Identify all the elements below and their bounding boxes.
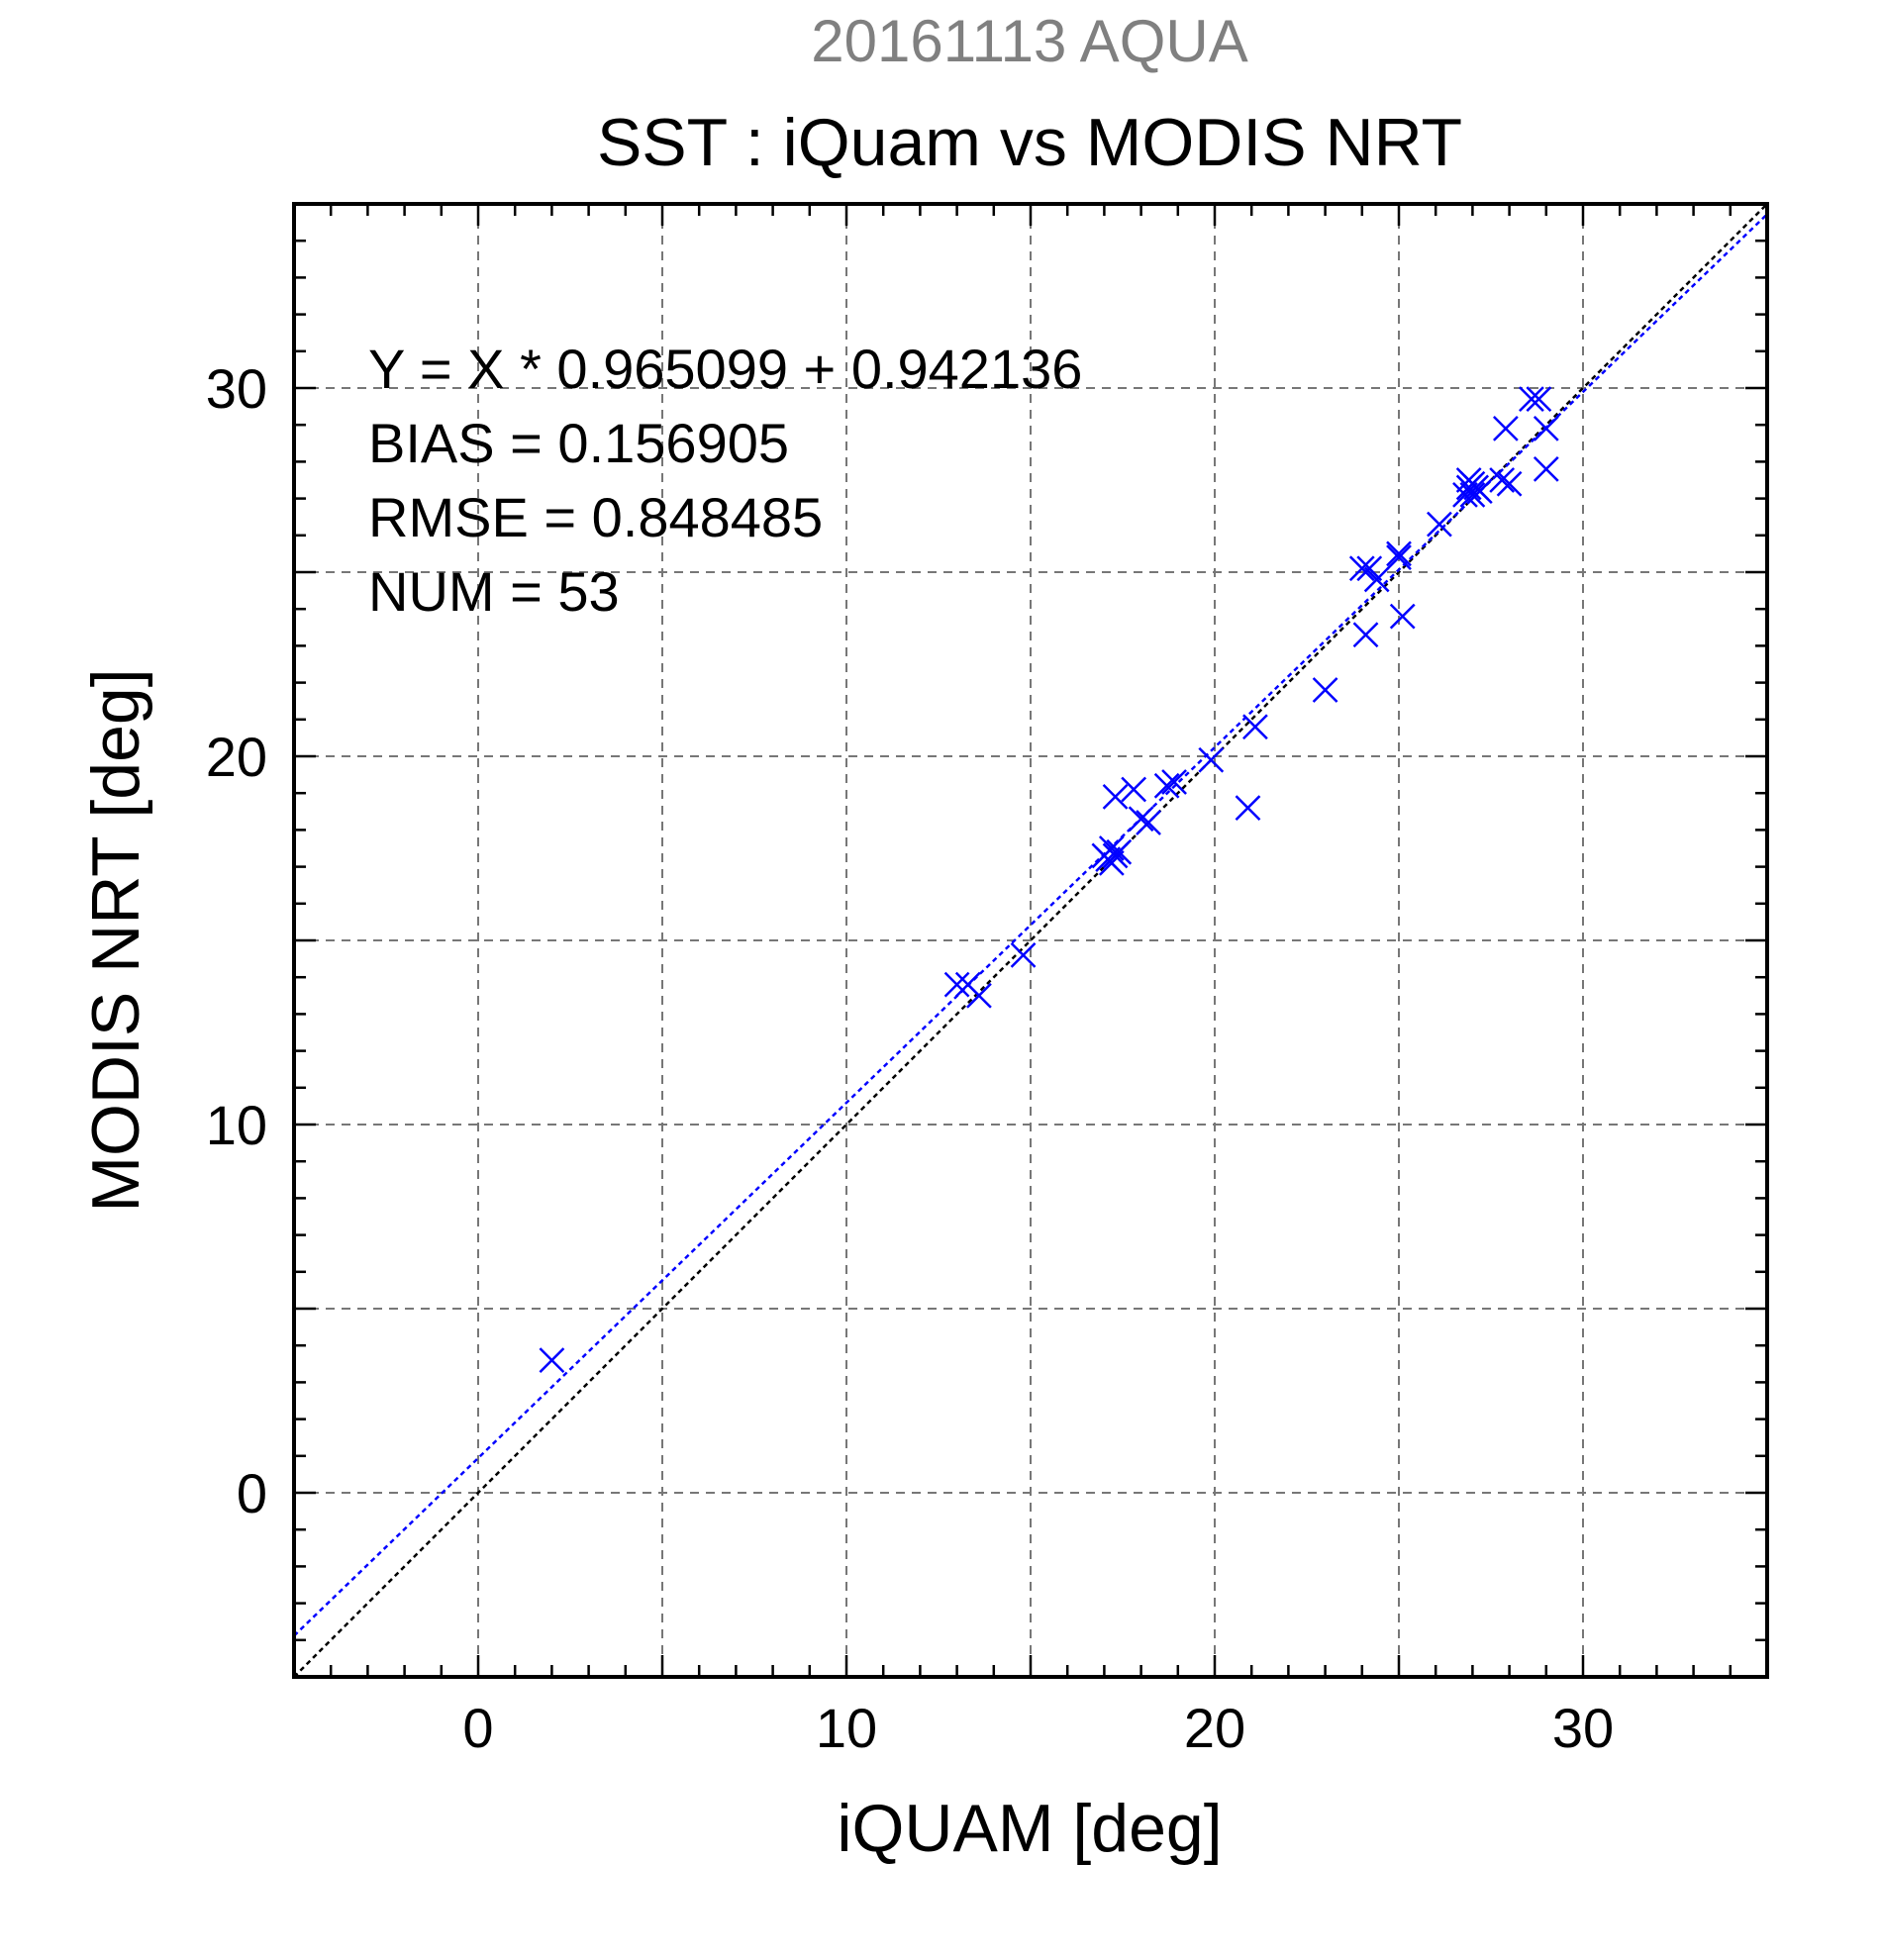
data-point [1161, 769, 1187, 795]
grid-lines [294, 204, 1767, 1677]
data-point-stroke [1312, 677, 1338, 703]
data-point-stroke [1533, 455, 1559, 482]
data-point-stroke [1098, 835, 1125, 861]
data-point-stroke [1235, 795, 1261, 821]
data-points [539, 386, 1559, 1373]
data-point [1121, 776, 1147, 803]
data-point [1386, 540, 1412, 567]
data-point [1198, 746, 1225, 773]
data-point [1489, 467, 1516, 493]
data-point-stroke [1496, 470, 1523, 497]
data-point-stroke [1153, 772, 1180, 799]
data-point [539, 1347, 565, 1373]
data-point [1352, 622, 1379, 648]
stats-line: BIAS = 0.156905 [368, 412, 789, 474]
data-point [1427, 511, 1452, 538]
data-point [1235, 795, 1261, 821]
data-point [1098, 835, 1125, 861]
data-point [1153, 772, 1180, 799]
data-point-stroke [1386, 544, 1412, 571]
data-point [1356, 555, 1383, 582]
x-tick-labels: 0 10 20 30 [462, 1697, 1614, 1759]
stats-line: NUM = 53 [368, 560, 620, 623]
data-point-stroke [1459, 481, 1486, 508]
data-point [1496, 470, 1523, 497]
data-point [1348, 555, 1375, 582]
stats-line: RMSE = 0.848485 [368, 486, 823, 548]
data-point-stroke [1128, 806, 1154, 833]
chart-title: SST : iQuam vs MODIS NRT [597, 105, 1462, 180]
data-point [1533, 455, 1559, 482]
data-point-stroke [966, 982, 992, 1009]
data-point-stroke [1352, 622, 1379, 648]
stats-line: Y = X * 0.965099 + 0.942136 [368, 338, 1082, 400]
y-axis-label: MODIS NRT [deg] [78, 668, 153, 1212]
date-label: 20161113 AQUA [811, 8, 1247, 74]
data-point-stroke [1102, 784, 1129, 810]
data-point [1136, 810, 1161, 835]
data-point-stroke [1386, 540, 1412, 567]
plot-frame [292, 202, 1769, 1679]
data-point [1106, 838, 1133, 865]
x-tick-label: 0 [462, 1697, 493, 1759]
data-point-stroke [1106, 838, 1133, 865]
data-point-stroke [1526, 386, 1552, 413]
data-point-stroke [539, 1347, 565, 1373]
data-point [1102, 784, 1129, 810]
y-tick-labels: 0 10 20 30 [206, 357, 267, 1524]
regression-fit-line [294, 213, 1767, 1637]
y-tick-label: 10 [206, 1094, 267, 1156]
data-point-stroke [1389, 603, 1416, 630]
data-point [966, 982, 992, 1009]
data-point [1526, 386, 1552, 413]
data-point-stroke [1519, 386, 1544, 413]
data-point-stroke [1198, 746, 1225, 773]
data-point-stroke [1363, 566, 1390, 593]
y-tick-label: 30 [206, 357, 267, 420]
data-point [1128, 806, 1154, 833]
data-point-stroke [1356, 555, 1383, 582]
x-tick-label: 20 [1184, 1697, 1245, 1759]
x-tick-label: 10 [816, 1697, 877, 1759]
data-point [1533, 416, 1559, 441]
data-point-stroke [1492, 416, 1519, 441]
stats-box: Y = X * 0.965099 + 0.942136 BIAS = 0.156… [368, 338, 1082, 623]
data-point [1452, 481, 1478, 508]
data-point-stroke [1427, 511, 1452, 538]
data-point [1312, 677, 1338, 703]
data-point-stroke [1489, 467, 1516, 493]
data-point [1492, 416, 1519, 441]
data-point-stroke [1533, 416, 1559, 441]
data-point-stroke [943, 971, 970, 998]
data-point [1389, 603, 1416, 630]
data-point [943, 971, 970, 998]
data-point-stroke [1010, 941, 1037, 968]
data-point [1459, 481, 1486, 508]
x-tick-label: 30 [1552, 1697, 1614, 1759]
data-point-stroke [1121, 776, 1147, 803]
reference-lines [294, 204, 1767, 1677]
data-point [1466, 478, 1493, 505]
data-point-stroke [1466, 478, 1493, 505]
data-point [1363, 566, 1390, 593]
data-point-stroke [1242, 714, 1268, 740]
data-point [1386, 544, 1412, 571]
y-tick-label: 0 [237, 1462, 267, 1524]
data-point-stroke [1348, 555, 1375, 582]
data-point [1010, 941, 1037, 968]
data-point [1242, 714, 1268, 740]
data-point [1519, 386, 1544, 413]
y-tick-label: 20 [206, 726, 267, 788]
data-point-stroke [1161, 769, 1187, 795]
data-point-stroke [1452, 481, 1478, 508]
x-axis-label: iQUAM [deg] [837, 1791, 1222, 1866]
data-point-stroke [1136, 810, 1161, 835]
